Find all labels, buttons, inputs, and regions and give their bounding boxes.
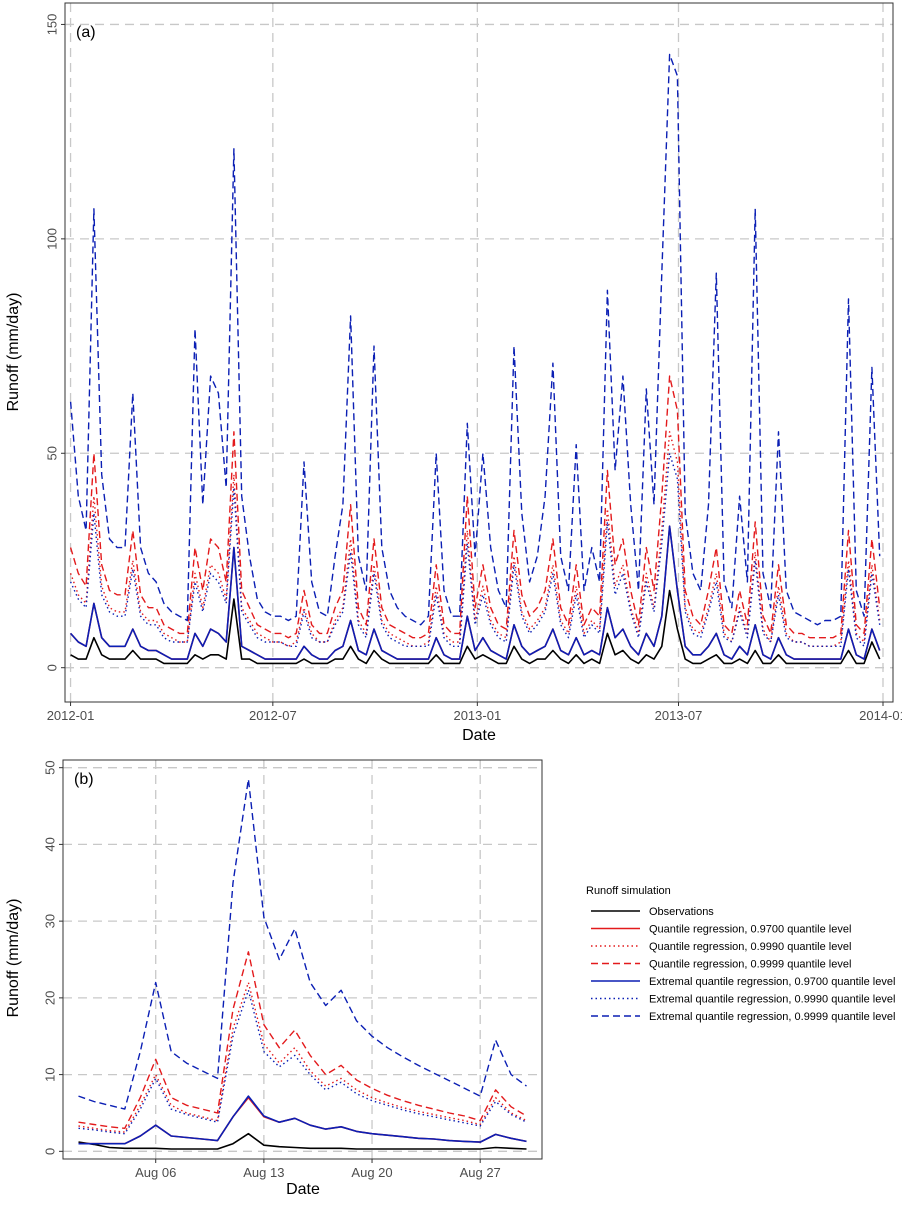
- panel-b-y-tick-label: 10: [43, 1067, 58, 1081]
- legend-title: Runoff simulation: [586, 885, 671, 897]
- legend: Runoff simulation Observations Quantile r…: [586, 885, 895, 1023]
- panel-b-label: (b): [74, 771, 94, 788]
- panel-b-frame: [63, 760, 542, 1159]
- panel-b-x-tick-label: Aug 13: [243, 1165, 284, 1180]
- panel-a-series: [71, 55, 880, 664]
- panel-a-y-axis-title: Runoff (mm/day): [5, 293, 22, 412]
- legend-label-extremal-quantile-regression-0-9990-quantile-level: Extremal quantile regression, 0.9990 qua…: [649, 994, 895, 1006]
- panel-a-series-quantile-regression-0-9999-quantile-level: [71, 376, 880, 638]
- panel-a-y-tick-label: 0: [45, 664, 60, 671]
- panel-a-y-tick-label: 150: [45, 14, 60, 36]
- legend-label-extremal-quantile-regression-0-9700-quantile-level: Extremal quantile regression, 0.9700 qua…: [649, 976, 895, 988]
- panel-a-x-tick-label: 2012-07: [249, 708, 297, 723]
- legend-label-quantile-regression-0-9999-quantile-level: Quantile regression, 0.9999 quantile lev…: [649, 959, 851, 971]
- panel-a-ticks: 0 50 100 150 2012-01 2012-07 2013-01 2013-07 201…: [45, 14, 902, 723]
- panel-a-y-tick-label: 50: [45, 446, 60, 460]
- panel-b-series-quantile-regression-0-9990-quantile-level: [79, 983, 527, 1133]
- panel-b-series: [79, 779, 527, 1149]
- panel-b-y-axis-title: Runoff (mm/day): [5, 899, 22, 1018]
- panel-b-x-tick-label: Aug 27: [460, 1165, 501, 1180]
- panel-a-x-axis-title: Date: [462, 727, 496, 744]
- panel-b-y-tick-label: 50: [43, 760, 58, 774]
- panel-b-y-tick-label: 20: [43, 991, 58, 1005]
- legend-label-extremal-quantile-regression-0-9999-quantile-level: Extremal quantile regression, 0.9999 qua…: [649, 1011, 895, 1023]
- panel-a-x-tick-label: 2013-07: [655, 708, 703, 723]
- panel-a-x-tick-label: 2012-01: [47, 708, 95, 723]
- panel-b-x-axis-title: Date: [286, 1181, 320, 1198]
- panel-b-series-extremal-quantile-regression-0-9999-quantile-level: [79, 779, 527, 1109]
- panel-b-y-tick-label: 30: [43, 914, 58, 928]
- panel-a-x-tick-label: 2014-01: [859, 708, 902, 723]
- legend-label-observations: Observations: [649, 906, 714, 918]
- legend-items: Observations Quantile regression, 0.9700 …: [591, 906, 895, 1023]
- panel-a-y-tick-label: 100: [45, 228, 60, 250]
- panel-a: 0 50 100 150 2012-01 2012-07 2013-01 2013-07 201…: [5, 3, 902, 744]
- panel-b-y-tick-label: 40: [43, 837, 58, 851]
- panel-b-x-tick-label: Aug 20: [351, 1165, 392, 1180]
- panel-b-series-quantile-regression-0-9999-quantile-level: [79, 952, 527, 1129]
- panel-a-series-extremal-quantile-regression-0-9999-quantile-level: [71, 55, 880, 625]
- panel-b-series-extremal-quantile-regression-0-9990-quantile-level: [79, 990, 527, 1133]
- panel-b-y-tick-label: 0: [43, 1148, 58, 1155]
- panel-a-label: (a): [76, 24, 96, 41]
- panel-b-x-tick-label: Aug 06: [135, 1165, 176, 1180]
- panel-b-grid: [63, 760, 542, 1159]
- legend-label-quantile-regression-0-9990-quantile-level: Quantile regression, 0.9990 quantile lev…: [649, 941, 851, 953]
- panel-b-series-extremal-quantile-regression-0-9700-quantile-level: [79, 1096, 527, 1144]
- legend-label-quantile-regression-0-9700-quantile-level: Quantile regression, 0.9700 quantile lev…: [649, 924, 851, 936]
- panel-a-x-tick-label: 2013-01: [453, 708, 501, 723]
- panel-b-series-quantile-regression-0-9700-quantile-level: [79, 1098, 527, 1144]
